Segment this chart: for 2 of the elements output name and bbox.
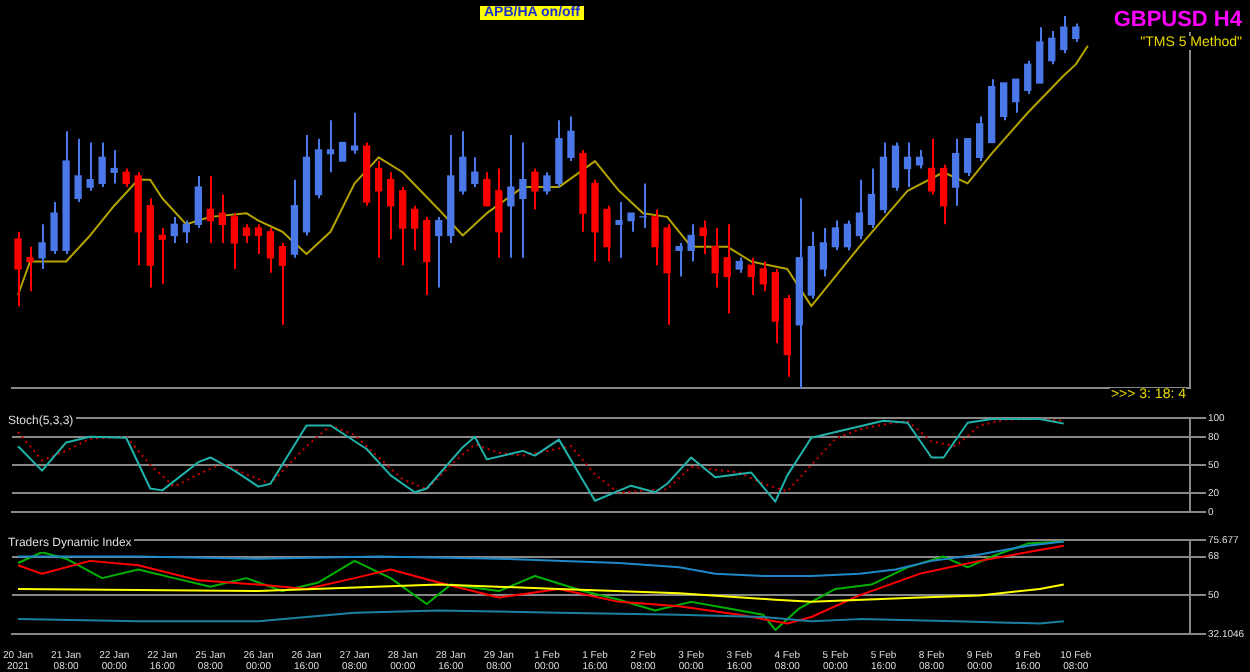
chart-title: GBPUSD H4 [1113, 8, 1242, 32]
candlestick [639, 182, 647, 230]
